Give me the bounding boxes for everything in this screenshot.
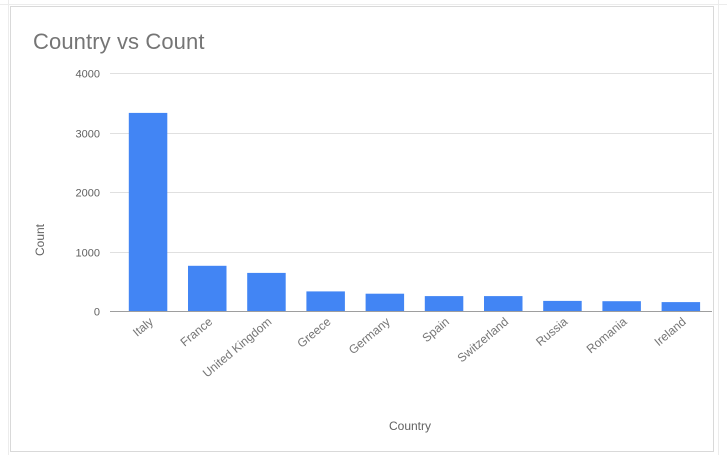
x-tick-label: Greece <box>294 314 333 350</box>
x-axis-label: Country <box>389 419 431 433</box>
x-tick-label: Italy <box>130 315 156 340</box>
bar-germany[interactable] <box>365 293 405 311</box>
y-tick-label: 0 <box>94 307 100 319</box>
bar-spain[interactable] <box>424 296 464 311</box>
x-tick-label: Romania <box>584 314 630 356</box>
gridlines <box>110 73 712 312</box>
bar-romania[interactable] <box>602 301 641 311</box>
y-axis-ticks: 0 1000 2000 3000 4000 <box>76 69 100 319</box>
y-tick-label: 2000 <box>76 188 100 200</box>
x-tick-label: Russia <box>533 314 570 349</box>
x-tick-label: Switzerland <box>455 315 512 366</box>
bar-ireland[interactable] <box>661 302 701 311</box>
bar-switzerland[interactable] <box>484 296 523 311</box>
x-tick-label: Germany <box>346 315 393 357</box>
bar-italy[interactable] <box>128 112 168 312</box>
chart-card <box>10 6 714 452</box>
x-tick-label: France <box>178 314 216 349</box>
bar-france[interactable] <box>188 265 227 311</box>
x-tick-label: Ireland <box>652 315 689 349</box>
y-tick-label: 4000 <box>76 69 100 81</box>
bar-united-kingdom[interactable] <box>247 272 286 311</box>
chart-title: Country vs Count <box>33 29 205 54</box>
bars <box>128 112 701 312</box>
y-axis-label: Count <box>33 223 47 256</box>
bar-greece[interactable] <box>306 291 345 311</box>
bar-russia[interactable] <box>543 300 582 311</box>
y-tick-label: 3000 <box>76 129 100 141</box>
x-tick-label: Spain <box>419 315 452 345</box>
y-tick-label: 1000 <box>76 248 100 260</box>
